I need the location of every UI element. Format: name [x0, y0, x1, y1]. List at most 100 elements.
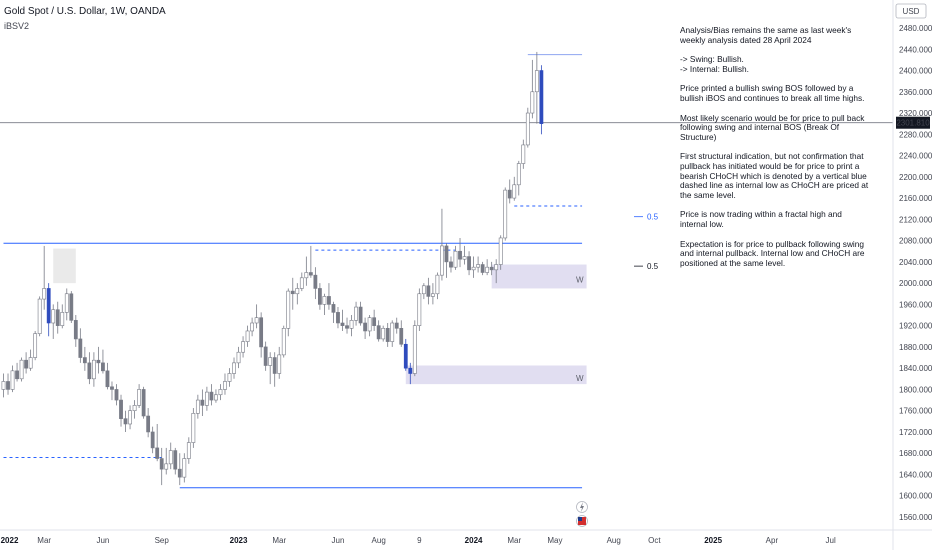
note-paragraph: -> Swing: Bullish. -> Internal: Bullish. [680, 54, 749, 74]
candle [367, 315, 372, 337]
candle [119, 394, 123, 427]
candle-body [177, 468, 182, 478]
candle-body [308, 272, 313, 276]
candle-body [250, 322, 255, 332]
candle-body [214, 394, 218, 401]
candle-body [449, 261, 453, 268]
candle-body [539, 70, 544, 124]
candle-body [534, 70, 539, 93]
candle-body [223, 381, 227, 390]
candle [295, 283, 300, 305]
candle-body [92, 359, 96, 380]
candle [290, 277, 295, 310]
candle [37, 296, 42, 337]
candle [363, 317, 368, 339]
time-tick-label: May [547, 536, 562, 545]
candle [281, 325, 286, 358]
candle-body [471, 266, 476, 271]
candle [1, 373, 6, 398]
chart-labels: W W 0.5 0.5 [576, 213, 659, 383]
candle-body [268, 357, 273, 366]
candle-body [421, 285, 426, 295]
candle [390, 320, 395, 347]
candle [408, 362, 413, 385]
candle [430, 283, 435, 305]
candle-body [168, 450, 173, 465]
candle-body [46, 288, 51, 324]
candle-body [372, 317, 377, 326]
candle [539, 65, 544, 135]
time-tick-label: 9 [417, 536, 422, 545]
indicator-label: iBSV2 [4, 21, 30, 31]
price-tick-label: 2400.000 [899, 67, 932, 76]
candle [218, 384, 223, 401]
candle [69, 291, 74, 323]
candle [403, 338, 408, 371]
candle-body [6, 381, 10, 390]
structure-lines [0, 54, 893, 489]
price-tick-label: 2040.000 [899, 258, 932, 267]
candle [480, 261, 485, 276]
candle [458, 237, 462, 268]
currency-label: USD [903, 7, 920, 16]
candle-body [385, 328, 390, 342]
candle-body [462, 256, 467, 260]
price-tick-label: 1640.000 [899, 470, 932, 479]
candle-body [254, 317, 259, 324]
price-tick-label: 1880.000 [899, 343, 932, 352]
candle-body [412, 325, 417, 374]
candle-body [1, 381, 6, 390]
candle-body [186, 442, 191, 459]
candle-body [327, 296, 331, 305]
time-tick-label: Jul [826, 536, 836, 545]
candle-body [516, 163, 521, 186]
candle [146, 408, 151, 438]
time-tick-label: 2025 [704, 536, 722, 545]
candle-body [299, 277, 304, 289]
note-paragraph: Most likely scenario would be for price … [680, 112, 865, 142]
candle [336, 307, 340, 329]
candle [534, 51, 539, 124]
candle-body [218, 389, 223, 396]
candle-body [155, 447, 160, 459]
time-tick-label: Oct [648, 536, 661, 545]
price-tick-label: 2000.000 [899, 279, 932, 288]
current-price-tag [896, 116, 930, 129]
price-tick-label: 2240.000 [899, 152, 932, 161]
candle-body [236, 351, 241, 364]
candle [78, 328, 83, 363]
candle [345, 317, 349, 334]
candle-body [277, 354, 282, 374]
candle [399, 320, 404, 347]
candle-body [331, 304, 336, 313]
candle [349, 315, 354, 337]
time-tick-label: Aug [372, 536, 386, 545]
price-tick-label: 1760.000 [899, 407, 932, 416]
candle [214, 389, 218, 403]
candle-body [399, 328, 404, 345]
candle [137, 384, 142, 409]
candle [177, 453, 182, 486]
time-tick-label: 2024 [465, 536, 483, 545]
candle [340, 309, 345, 331]
candle-body [10, 370, 15, 390]
candle [354, 301, 358, 326]
candle [444, 243, 449, 278]
fib-label: 0.5 [647, 262, 659, 271]
price-tick-label: 2200.000 [899, 173, 932, 182]
candle-body [494, 264, 499, 271]
candle [123, 410, 128, 432]
candle-body [349, 320, 354, 329]
candle [259, 312, 264, 358]
time-tick-label: Jun [332, 536, 345, 545]
candle-body [304, 272, 309, 279]
candle [322, 293, 327, 316]
price-tick-label: 1680.000 [899, 449, 932, 458]
candle [168, 442, 173, 470]
candle-body [503, 189, 508, 239]
candle-body [69, 293, 74, 321]
candle-body [354, 306, 358, 321]
candle-body [521, 144, 526, 164]
candle-body [426, 285, 431, 297]
